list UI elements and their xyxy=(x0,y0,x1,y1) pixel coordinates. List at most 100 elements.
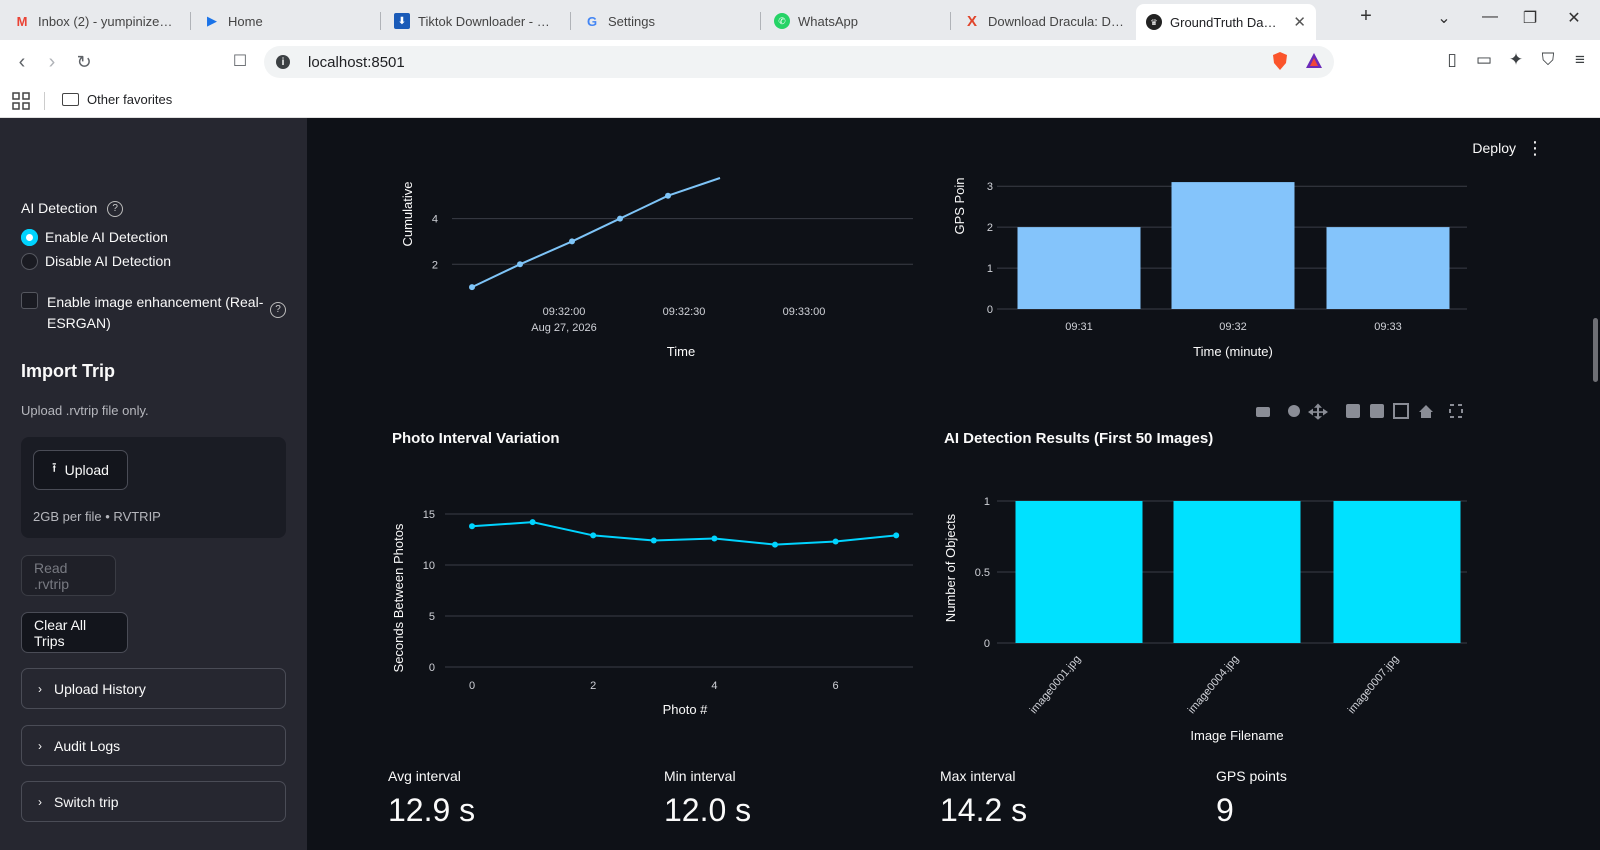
restore-icon[interactable]: ❐ xyxy=(1522,10,1538,27)
radio-disable-ai[interactable] xyxy=(21,253,38,270)
folder-icon xyxy=(62,93,79,106)
series-line xyxy=(471,177,721,289)
zoom-out-icon[interactable] xyxy=(1370,404,1384,418)
metric-value: 12.0 s xyxy=(664,792,752,828)
data-point xyxy=(590,532,597,539)
x-tick-label: 09:33:00 xyxy=(783,306,826,318)
tab-whatsapp[interactable]: ✆ WhatsApp xyxy=(764,6,948,36)
tab-title: GroundTruth Dataset xyxy=(1170,14,1277,30)
chevron-right-icon: › xyxy=(38,681,42,696)
chart-modebar xyxy=(1256,403,1463,420)
tab-tiktok[interactable]: ⬇ Tiktok Downloader - Dow xyxy=(384,6,568,36)
y-tick-label: 0 xyxy=(987,304,993,316)
whatsapp-icon: ✆ xyxy=(774,13,790,29)
y-tick-label: 0.5 xyxy=(975,567,990,579)
tab-separator xyxy=(760,12,761,30)
expander-label: Switch trip xyxy=(54,793,119,810)
radio-disable-label[interactable]: Disable AI Detection xyxy=(45,253,172,269)
enhance-label-line2: ESRGAN) xyxy=(47,315,111,331)
brave-rewards-icon[interactable] xyxy=(1304,51,1324,71)
data-point xyxy=(832,538,839,545)
y-tick-label: 0 xyxy=(984,638,990,650)
camera-icon[interactable] xyxy=(1256,407,1270,417)
home-icon: ▶ xyxy=(207,13,217,28)
leo-ai-icon[interactable]: ✦ xyxy=(1508,50,1524,69)
radio-enable-ai[interactable] xyxy=(21,229,38,246)
y-tick-label: 2 xyxy=(987,222,993,234)
close-tab-icon[interactable]: ✕ xyxy=(1293,14,1306,31)
bar xyxy=(1326,227,1450,309)
y-tick-label: 2 xyxy=(432,259,438,271)
tab-groundtruth[interactable]: ♛ GroundTruth Dataset ✕ xyxy=(1136,4,1316,40)
y-tick-label: 10 xyxy=(423,560,435,572)
x-tick-label: 09:31 xyxy=(1065,321,1093,333)
tab-settings[interactable]: G Settings xyxy=(574,6,758,36)
minimize-icon[interactable]: — xyxy=(1482,8,1498,25)
apps-grid-icon[interactable] xyxy=(12,92,30,110)
enhance-checkbox-label[interactable]: Enable image enhancement (Real- ESRGAN) xyxy=(47,292,263,334)
zoom-in-icon[interactable] xyxy=(1346,404,1360,418)
reset-home-icon[interactable] xyxy=(1419,405,1433,418)
reload-icon[interactable]: ↻ xyxy=(76,52,92,72)
x-tick-label: 2 xyxy=(590,680,596,692)
pan-icon[interactable] xyxy=(1308,403,1328,420)
site-info-icon[interactable]: i xyxy=(276,55,290,69)
back-icon[interactable]: ‹ xyxy=(18,51,26,73)
metric-label: GPS points xyxy=(1216,768,1287,784)
tab-title: Home xyxy=(228,13,263,29)
metric-value: 12.9 s xyxy=(388,792,476,828)
main-content: Deploy ⋮ Photo Interval Variation AI Det… xyxy=(307,118,1600,850)
new-tab-icon[interactable]: + xyxy=(1360,5,1372,27)
upload-button[interactable]: ⭱ Upload xyxy=(33,450,128,490)
metric-label: Max interval xyxy=(940,768,1016,784)
tab-search-icon[interactable]: ⌄ xyxy=(1437,10,1451,27)
tab-separator xyxy=(570,12,571,30)
bookmark-folder-other[interactable]: Other favorites xyxy=(62,92,172,107)
data-point xyxy=(469,523,475,530)
y-tick-label: 4 xyxy=(432,214,438,226)
tab-home[interactable]: ▶ Home xyxy=(194,6,378,36)
scrollbar-thumb[interactable] xyxy=(1593,318,1598,382)
autoscale-icon[interactable] xyxy=(1393,403,1409,419)
bar xyxy=(1015,501,1143,643)
zoom-icon[interactable] xyxy=(1288,405,1300,417)
y-tick-label: 1 xyxy=(987,263,993,275)
close-window-icon[interactable]: ✕ xyxy=(1567,10,1581,27)
radio-enable-label[interactable]: Enable AI Detection xyxy=(45,229,168,245)
metric-value: 9 xyxy=(1216,792,1234,828)
tab-separator xyxy=(190,12,191,30)
y-tick-label: 3 xyxy=(987,181,993,193)
bar xyxy=(1017,227,1141,309)
sidebar-toggle-icon[interactable]: ▯ xyxy=(1447,50,1457,69)
x-axis-label: Image Filename xyxy=(1190,728,1283,743)
tab-dracula[interactable]: X Download Dracula: Dead xyxy=(954,6,1134,36)
x-tick-label: 09:32 xyxy=(1219,321,1247,333)
y-axis-label: Seconds Between Photos xyxy=(391,523,406,672)
deploy-button[interactable]: Deploy xyxy=(1472,140,1516,156)
expander-audit-logs[interactable]: › Audit Logs xyxy=(21,725,286,766)
data-point xyxy=(529,519,536,526)
fullscreen-icon[interactable] xyxy=(1449,404,1463,418)
menu-icon[interactable]: ≡ xyxy=(1575,50,1585,69)
help-icon[interactable]: ? xyxy=(270,302,286,318)
tab-gmail[interactable]: M Inbox (2) - yumpinizepha xyxy=(4,6,188,36)
expander-upload-history[interactable]: › Upload History xyxy=(21,668,286,709)
tab-title: Download Dracula: Dead xyxy=(988,13,1124,29)
enhance-checkbox[interactable] xyxy=(21,292,38,309)
bookmark-icon[interactable]: ☐ xyxy=(232,53,248,70)
vpn-icon[interactable]: ⛉ xyxy=(1541,50,1555,69)
clear-all-trips-button[interactable]: Clear All Trips xyxy=(21,612,128,653)
help-icon[interactable]: ? xyxy=(107,201,124,218)
wallet-icon[interactable]: ▭ xyxy=(1475,50,1493,69)
address-bar[interactable]: i localhost:8501 xyxy=(264,46,1334,78)
main-menu-icon[interactable]: ⋮ xyxy=(1526,138,1544,158)
data-point xyxy=(893,532,900,539)
brave-shield-icon[interactable] xyxy=(1270,51,1290,71)
read-rvtrip-button[interactable]: Read .rvtrip xyxy=(21,555,116,596)
data-point xyxy=(517,261,523,268)
expander-switch-trip[interactable]: › Switch trip xyxy=(21,781,286,822)
metric-min-interval: Min interval 12.0 s xyxy=(664,768,751,829)
forward-icon[interactable]: › xyxy=(48,51,56,73)
tab-separator xyxy=(950,12,951,30)
bookmark-folder-label: Other favorites xyxy=(87,92,173,107)
